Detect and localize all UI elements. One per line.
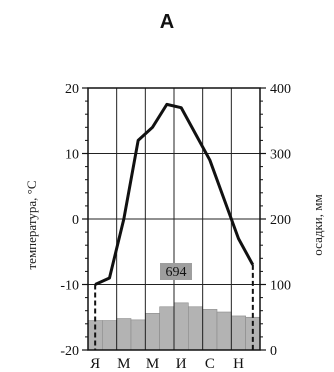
annual-total-box	[160, 263, 192, 280]
left-tick-label: -20	[60, 344, 79, 359]
bars-layer	[87, 302, 261, 351]
precipitation-bar	[188, 306, 203, 351]
x-tick-label: И	[176, 356, 187, 372]
precipitation-bar	[145, 313, 160, 351]
precipitation-bar	[130, 319, 146, 351]
grid-layer	[88, 88, 260, 350]
left-tick-label: -10	[60, 279, 79, 294]
x-tick-label: С	[205, 356, 215, 372]
x-tick-label: Н	[233, 356, 244, 372]
annual-total-label: 694	[166, 265, 187, 280]
left-tick-label: 20	[65, 82, 79, 97]
right-tick-label: 0	[270, 344, 277, 359]
precipitation-bar	[159, 306, 175, 351]
left-tick-label: 0	[72, 213, 79, 228]
right-tick-label: 200	[270, 213, 291, 228]
precipitation-bar	[202, 309, 218, 351]
left-tick-label: 10	[65, 148, 79, 163]
x-tick-label: М	[146, 356, 159, 372]
precipitation-bar	[102, 320, 117, 351]
precipitation-bar	[231, 315, 246, 351]
temperature-line-layer	[94, 102, 255, 350]
right-tick-label: 100	[270, 279, 291, 294]
x-tick-label: Я	[90, 356, 100, 372]
x-tick-label: М	[117, 356, 130, 372]
right-tick-label: 400	[270, 82, 291, 97]
panel-label: А	[160, 11, 174, 33]
precipitation-bar	[173, 302, 189, 351]
right-axis-title: осадки, мм	[310, 194, 325, 255]
precipitation-bar	[116, 318, 132, 351]
left-axis-title: температура, °С	[24, 181, 39, 270]
precipitation-bar	[216, 311, 232, 351]
temperature-line	[94, 102, 255, 286]
right-tick-label: 300	[270, 148, 291, 163]
